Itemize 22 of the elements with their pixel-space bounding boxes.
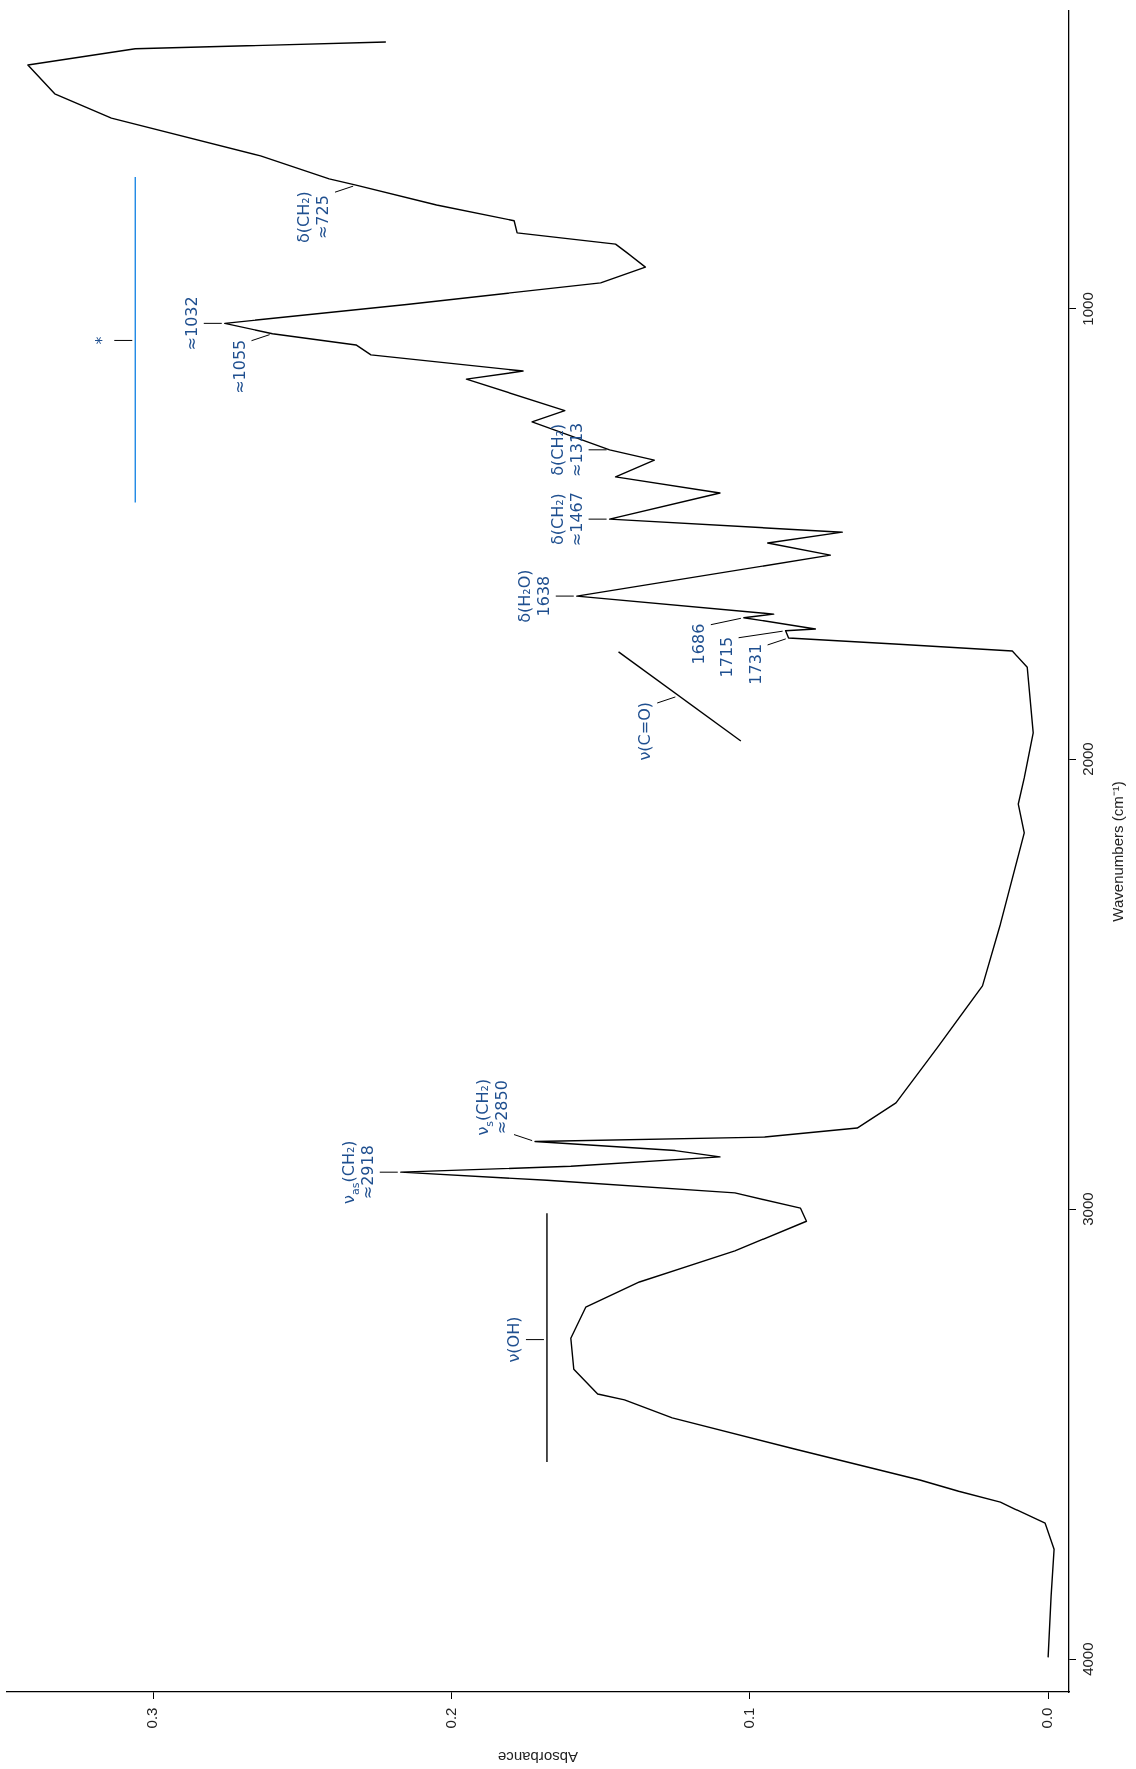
- x-tick-label: 0.1: [739, 1707, 757, 1729]
- annotation: δ(CH₂) ≈1313: [547, 422, 586, 477]
- y-tick-label: 1000: [1079, 292, 1097, 326]
- annotation: 1731: [745, 643, 765, 685]
- y-axis-title: Wavenumbers (cm⁻¹): [1109, 781, 1127, 922]
- annotation: ν(OH): [504, 1316, 524, 1363]
- y-tick-label: 2000: [1079, 742, 1097, 776]
- annotation: ν(C=O): [635, 702, 655, 761]
- annotation: *: [92, 336, 112, 345]
- annotation: ≈1055: [229, 339, 249, 394]
- x-tick-label: 0.0: [1038, 1707, 1056, 1729]
- y-tick-label: 4000: [1079, 1642, 1097, 1676]
- annotation: 1686: [688, 623, 708, 665]
- x-tick-label: 0.3: [143, 1707, 161, 1729]
- x-axis-title: Absorbance: [497, 1748, 579, 1766]
- x-tick-label: 0.2: [441, 1707, 459, 1729]
- annotation: δ(CH₂) ≈725: [294, 191, 333, 244]
- y-tick-label: 3000: [1079, 1192, 1097, 1226]
- annotation: 1715: [716, 636, 736, 678]
- annotation: ≈1032: [181, 296, 201, 351]
- annotation: δ(H₂O) 1638: [514, 569, 553, 623]
- annotation: δ(CH₂) ≈1467: [547, 492, 586, 547]
